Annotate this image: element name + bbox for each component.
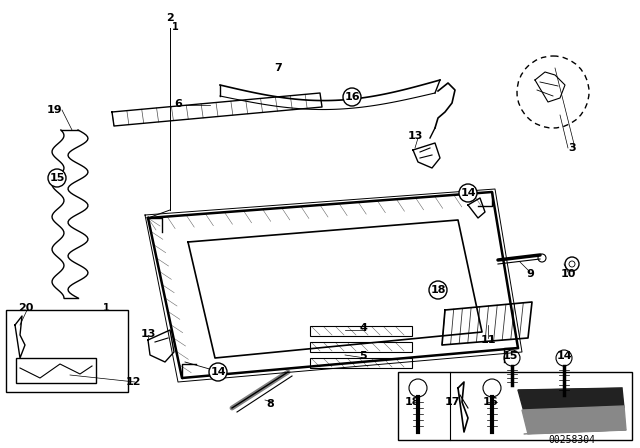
- Text: 3: 3: [568, 143, 576, 153]
- Text: 18: 18: [430, 285, 445, 295]
- Circle shape: [343, 88, 361, 106]
- Text: 1: 1: [172, 22, 179, 32]
- Text: 4: 4: [359, 323, 367, 333]
- Circle shape: [459, 184, 477, 202]
- Text: 00258304: 00258304: [548, 435, 595, 445]
- Bar: [310, 342, 412, 352]
- Text: 20: 20: [19, 303, 34, 313]
- Bar: [398, 372, 632, 440]
- Text: 7: 7: [274, 63, 282, 73]
- Polygon shape: [522, 406, 626, 434]
- Polygon shape: [518, 388, 624, 412]
- Circle shape: [48, 169, 66, 187]
- Text: 5: 5: [359, 351, 367, 361]
- Text: 14: 14: [556, 351, 572, 361]
- Text: 17: 17: [444, 397, 460, 407]
- Text: 15: 15: [502, 351, 518, 361]
- Text: 19: 19: [47, 105, 63, 115]
- Text: 13: 13: [140, 329, 156, 339]
- Bar: [310, 326, 412, 336]
- Text: 14: 14: [460, 188, 476, 198]
- Text: 1: 1: [102, 303, 109, 313]
- Text: 6: 6: [174, 99, 182, 109]
- Text: 16: 16: [482, 397, 498, 407]
- Circle shape: [209, 363, 227, 381]
- Text: 15: 15: [49, 173, 65, 183]
- Text: 11: 11: [480, 335, 496, 345]
- Text: 12: 12: [125, 377, 141, 387]
- Bar: [6, 310, 128, 392]
- Circle shape: [429, 281, 447, 299]
- Text: 16: 16: [344, 92, 360, 102]
- Bar: [16, 358, 96, 383]
- Text: 13: 13: [407, 131, 422, 141]
- Text: 14: 14: [210, 367, 226, 377]
- Text: 10: 10: [560, 269, 576, 279]
- Text: 2: 2: [166, 13, 174, 23]
- Bar: [310, 358, 412, 368]
- Text: 9: 9: [526, 269, 534, 279]
- Text: 8: 8: [266, 399, 274, 409]
- Text: 18: 18: [404, 397, 420, 407]
